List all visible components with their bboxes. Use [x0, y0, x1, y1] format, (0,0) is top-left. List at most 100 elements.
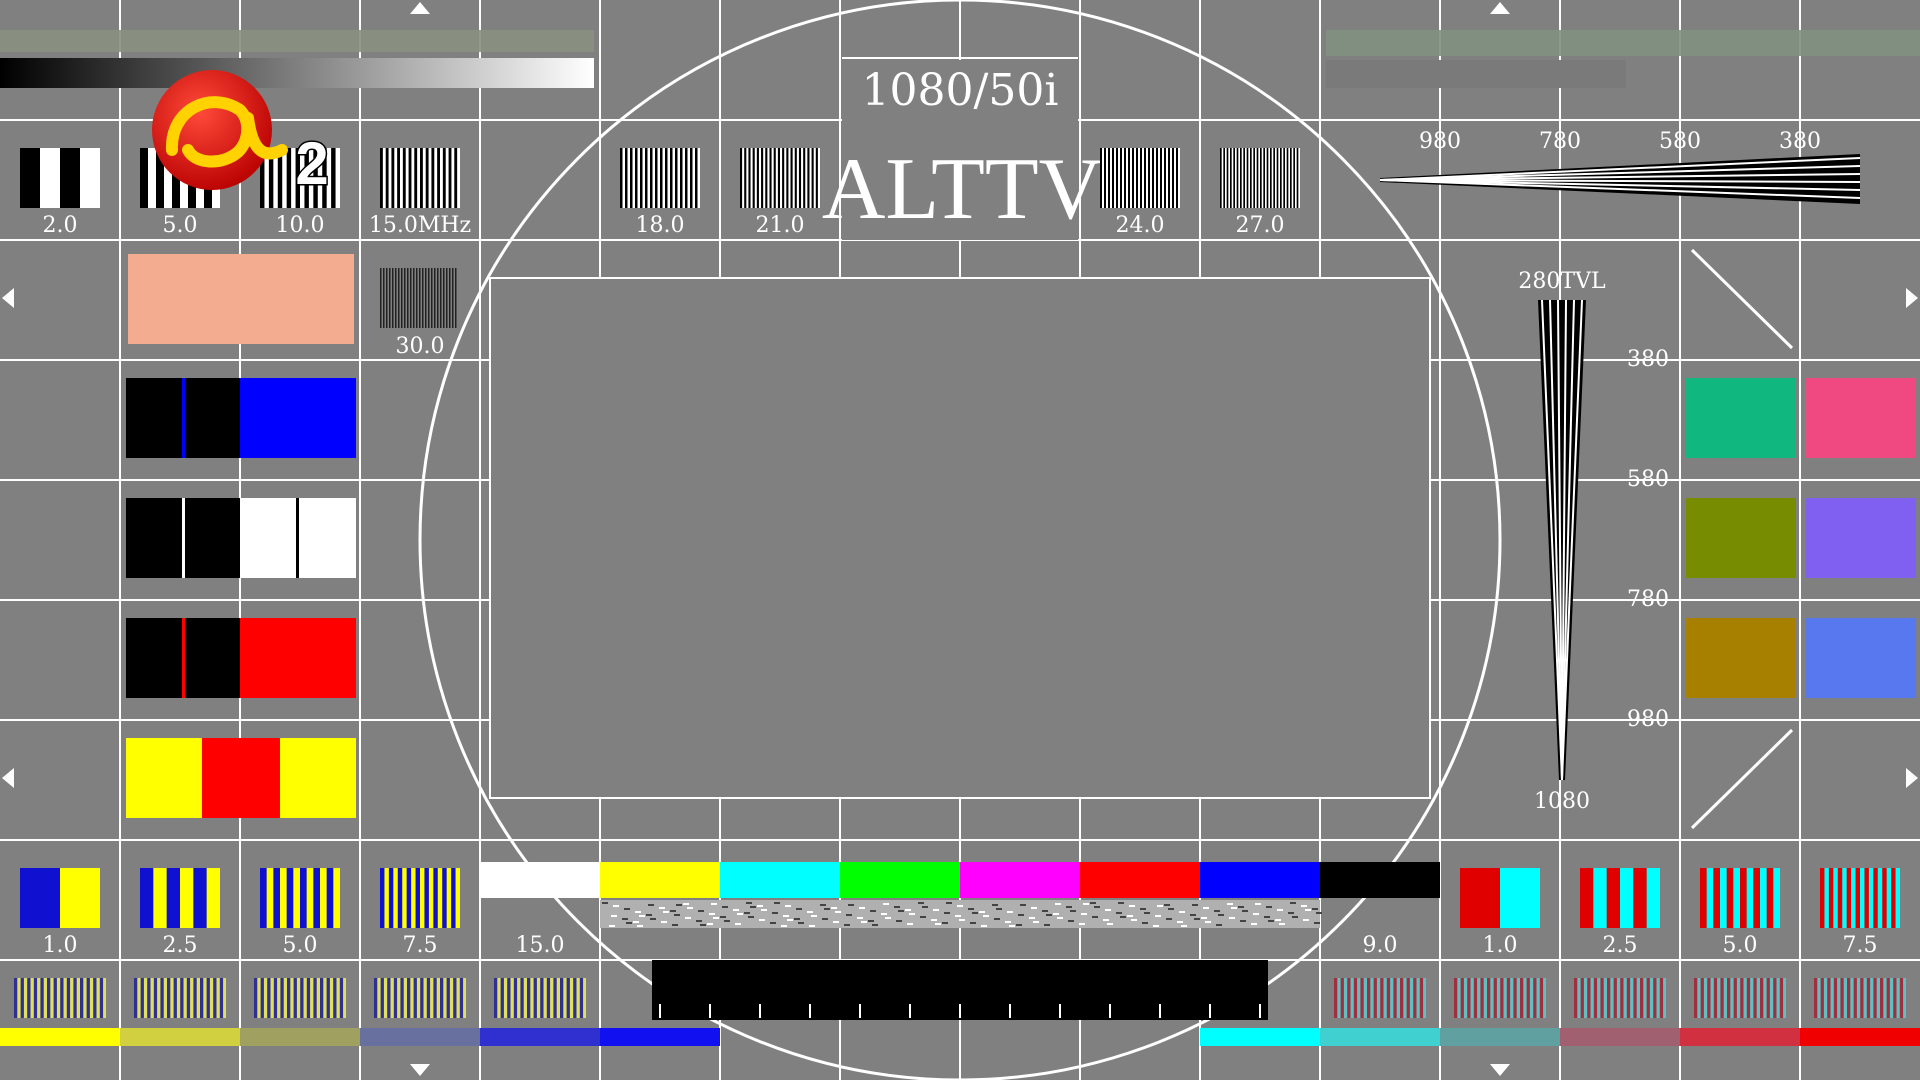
noise-dot	[1042, 910, 1048, 912]
frequency-label: 7.5	[1843, 933, 1878, 958]
frequency-label: 2.5	[163, 933, 198, 958]
arrow-down-icon	[410, 1064, 430, 1076]
noise-dot	[1079, 923, 1085, 925]
noise-dot	[859, 907, 865, 909]
noise-dot	[1216, 924, 1222, 926]
noise-dot	[957, 905, 963, 907]
noise-dot	[922, 906, 928, 908]
noise-dot	[820, 904, 826, 906]
multiburst-cell	[1334, 978, 1426, 1018]
noise-dot	[746, 902, 752, 904]
noise-dot	[602, 902, 608, 904]
noise-dot	[1264, 916, 1270, 918]
horizontal-resolution-wedge	[1380, 154, 1860, 204]
noise-dot	[735, 923, 741, 925]
wedge-scale-label: 980	[1627, 707, 1669, 732]
gray-ramp-top-right	[1326, 60, 1626, 88]
diagonal-top-right	[1692, 250, 1792, 348]
strip-segment	[0, 1028, 120, 1046]
red-cyan-grating	[1820, 868, 1900, 928]
skin-tone-block	[128, 254, 354, 344]
multiburst-cell	[134, 978, 226, 1018]
noise-dot	[1168, 908, 1174, 910]
noise-dot	[881, 913, 887, 915]
noise-dot	[894, 906, 900, 908]
noise-dot	[1312, 908, 1318, 910]
noise-dot	[1103, 919, 1109, 921]
grating-line	[452, 268, 454, 328]
noise-dot	[772, 912, 778, 914]
noise-dot	[1118, 902, 1124, 904]
channel-number: 2	[295, 130, 328, 197]
noise-dot	[633, 921, 639, 923]
noise-dot	[687, 907, 693, 909]
noise-dot	[848, 904, 854, 906]
vertical-resolution-wedge	[1538, 300, 1586, 780]
noise-dot	[868, 920, 874, 922]
grating-line	[380, 268, 382, 328]
noise-dot	[885, 917, 891, 919]
grating-line	[413, 268, 415, 328]
multiburst-cell	[254, 978, 346, 1018]
station-name: ALTTV	[822, 141, 1102, 238]
noise-dot	[650, 918, 656, 920]
noise-dot	[785, 905, 791, 907]
frequency-label: 9.0	[1363, 933, 1398, 958]
noise-dot	[748, 916, 754, 918]
vertical-wedge-bottom-label: 1080	[1534, 789, 1590, 814]
noise-dot	[672, 924, 678, 926]
wedge-label: 380	[1779, 129, 1821, 154]
noise-dot	[981, 925, 987, 927]
color-swatch	[1806, 378, 1916, 458]
noise-dot	[1275, 919, 1281, 921]
noise-dot	[611, 915, 617, 917]
noise-dot	[896, 920, 902, 922]
color-bar	[960, 862, 1080, 898]
noise-dot	[1031, 907, 1037, 909]
noise-dot	[1290, 902, 1296, 904]
grating-line	[455, 268, 457, 328]
frequency-label: 5.0	[283, 933, 318, 958]
color-bar	[480, 862, 600, 898]
noise-dot	[1179, 911, 1185, 913]
noise-dot	[1305, 909, 1311, 911]
noise-dot	[1314, 922, 1320, 924]
multiburst-cell	[14, 978, 106, 1018]
noise-dot	[811, 915, 817, 917]
grating-line	[446, 268, 448, 328]
noise-dot	[1068, 920, 1074, 922]
noise-dot	[857, 917, 863, 919]
grating-line	[383, 268, 385, 328]
noise-dot	[883, 903, 889, 905]
noise-dot	[968, 908, 974, 910]
wedge-scale-label: 780	[1627, 587, 1669, 612]
color-swatch	[1806, 498, 1916, 578]
noise-dot	[992, 904, 998, 906]
noise-dot	[809, 925, 815, 927]
frequency-label: 2.5	[1603, 933, 1638, 958]
noise-dot	[707, 923, 713, 925]
blue-yellow-grating	[140, 868, 220, 928]
strip-segment	[240, 1028, 360, 1046]
noise-dot	[944, 912, 950, 914]
color-bar	[1080, 862, 1200, 898]
arrow-left-icon	[2, 768, 14, 788]
noise-dot	[757, 905, 763, 907]
noise-dot	[713, 917, 719, 919]
noise-dot	[1142, 922, 1148, 924]
arrow-right-icon	[1906, 288, 1918, 308]
noise-dot	[822, 918, 828, 920]
noise-dot	[870, 910, 876, 912]
noise-dot	[861, 921, 867, 923]
noise-dot	[872, 924, 878, 926]
frequency-label: 1.0	[1483, 933, 1518, 958]
noise-dot	[1316, 912, 1322, 914]
multiburst-cell	[374, 978, 466, 1018]
noise-dot	[935, 923, 941, 925]
noise-dot	[661, 921, 667, 923]
noise-dot	[750, 906, 756, 908]
noise-dot	[1094, 906, 1100, 908]
noise-dot	[737, 913, 743, 915]
noise-dot	[759, 919, 765, 921]
grating-line	[395, 268, 397, 328]
